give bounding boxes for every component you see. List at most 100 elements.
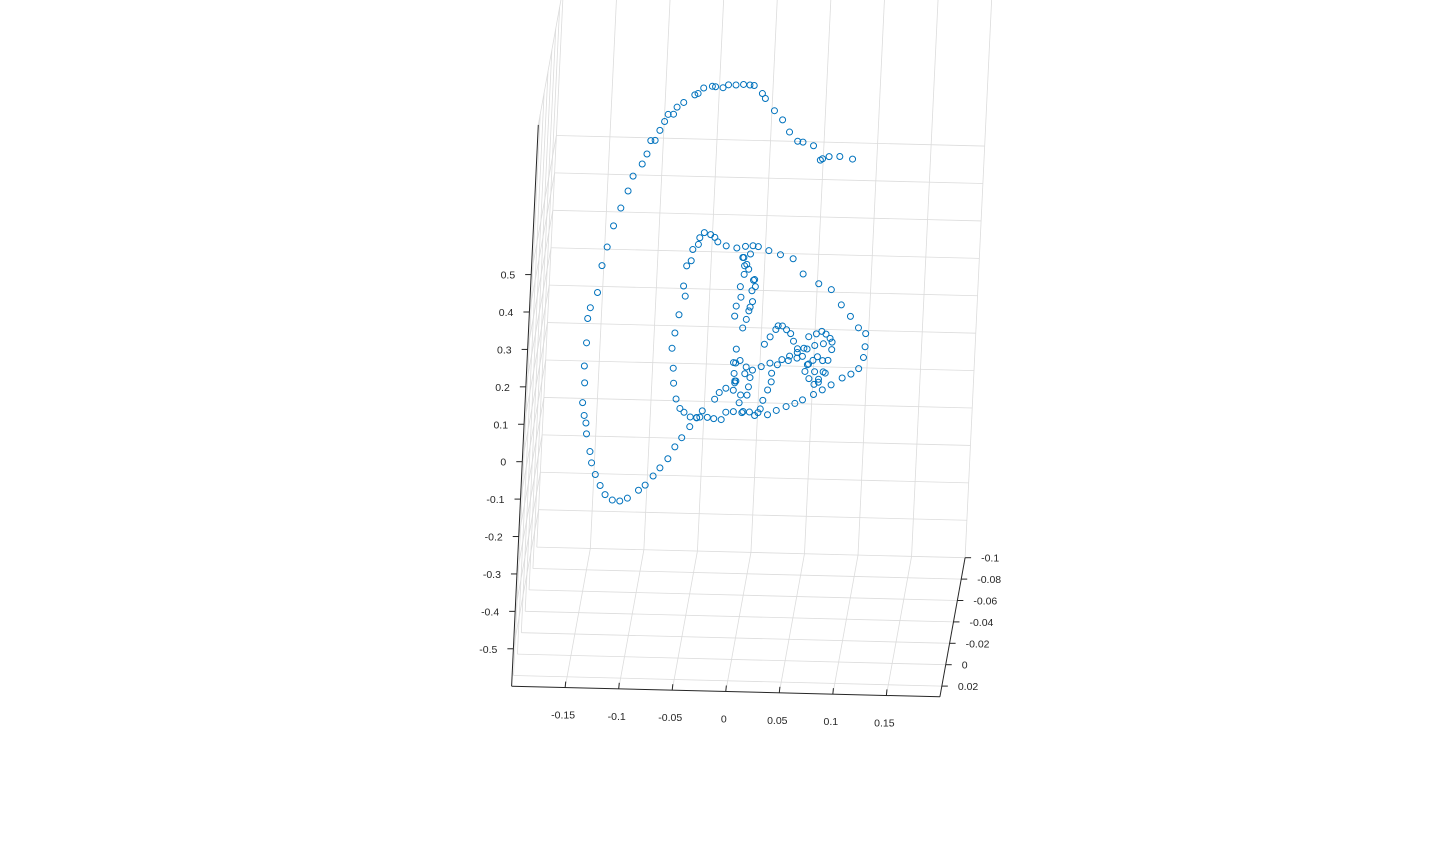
data-point: [761, 94, 769, 102]
grid-line: [618, 549, 645, 689]
grid-line: [832, 554, 859, 695]
data-point: [746, 374, 754, 382]
data-point: [656, 126, 664, 134]
data-point: [765, 247, 773, 255]
x-axis-ticks: -0.15 -0.1 -0.05 0 0.05 0.1 0.15: [551, 681, 895, 729]
z-tick-label: 0.4: [499, 307, 514, 319]
data-point: [671, 329, 679, 337]
grid-line: [725, 552, 752, 692]
data-point: [737, 293, 745, 301]
data-point: [680, 282, 688, 290]
grid-line: [532, 568, 962, 580]
data-point: [805, 375, 813, 383]
data-point: [737, 391, 745, 399]
data-point: [729, 408, 737, 416]
data-point: [801, 367, 809, 375]
y-axis-line: [939, 557, 966, 697]
data-point: [786, 128, 794, 136]
data-point: [824, 356, 832, 364]
x-tick-mark: [671, 684, 674, 691]
data-point: [751, 276, 759, 284]
grid-line: [529, 589, 958, 601]
x-tick-mark: [885, 689, 888, 696]
x-tick-mark: [778, 686, 781, 693]
data-point: [594, 289, 602, 297]
grid-line: [521, 632, 950, 644]
data-point: [782, 403, 790, 411]
grid-line: [516, 434, 543, 575]
data-point: [661, 117, 669, 125]
data-point: [758, 90, 766, 98]
series-inner-loop: [668, 229, 870, 424]
x-tick-mark: [832, 688, 834, 695]
data-point: [764, 386, 772, 394]
grid-line: [556, 135, 985, 147]
data-point: [822, 330, 830, 338]
data-point: [676, 404, 684, 412]
data-point: [837, 301, 845, 309]
box-edge: [537, 0, 562, 125]
data-point: [799, 270, 807, 278]
data-point: [624, 187, 632, 195]
grid-line: [527, 210, 554, 350]
data-point: [700, 84, 708, 92]
data-point: [582, 419, 590, 427]
data-point: [736, 283, 744, 291]
data-point: [649, 472, 657, 480]
data-point: [691, 91, 699, 99]
data-point: [687, 257, 695, 265]
data-point: [696, 234, 704, 242]
data-point: [683, 262, 691, 270]
data-point: [751, 412, 759, 420]
data-point: [686, 413, 694, 421]
data-point: [610, 222, 618, 230]
grid-line: [778, 553, 805, 693]
z-axis-ticks: -0.5 -0.4 -0.3 -0.2 -0.1 0 0.1 0.2 0.3 0.4 0.5: [479, 270, 532, 656]
data-point: [740, 80, 748, 88]
data-points: [579, 80, 870, 505]
y-tick-label: -0.02: [966, 638, 990, 650]
z-tick-label: -0.1: [486, 494, 504, 506]
data-point: [746, 81, 754, 89]
data-point: [770, 107, 778, 115]
data-point: [686, 423, 694, 431]
y-tick-label: 0.02: [958, 681, 979, 693]
data-point: [827, 286, 835, 294]
data-point: [798, 352, 806, 360]
grid-line: [542, 434, 971, 446]
data-point: [766, 359, 774, 367]
data-point: [672, 395, 680, 403]
grid-line: [528, 28, 557, 590]
z-axis-line: [511, 124, 539, 687]
data-point: [745, 265, 753, 273]
z-tick-label: 0.2: [495, 382, 510, 394]
data-point: [598, 262, 606, 270]
data-point: [783, 326, 791, 334]
data-point: [731, 379, 739, 387]
data-point: [580, 362, 588, 370]
data-point: [819, 368, 827, 376]
grid-line: [512, 509, 539, 649]
z-tick-label: -0.5: [479, 644, 497, 656]
data-point: [689, 246, 697, 254]
data-point: [647, 137, 655, 145]
data-point: [586, 448, 594, 456]
data-point: [744, 383, 752, 391]
data-point: [739, 324, 747, 332]
grid-line: [551, 247, 980, 259]
data-point: [772, 406, 780, 414]
data-point: [814, 378, 822, 386]
y-tick-label: -0.04: [969, 617, 993, 629]
grid-line: [523, 285, 550, 425]
data-point: [773, 361, 781, 369]
data-point: [719, 84, 727, 92]
data-point: [673, 103, 681, 111]
y-axis-ticks: -0.1 -0.08 -0.06 -0.04 -0.02 0 0.02: [941, 553, 1001, 693]
data-point: [668, 344, 676, 352]
data-point: [601, 491, 609, 499]
data-point: [800, 344, 808, 352]
z-tick-label: -0.3: [483, 569, 501, 581]
data-point: [715, 389, 723, 397]
data-point: [828, 338, 836, 346]
